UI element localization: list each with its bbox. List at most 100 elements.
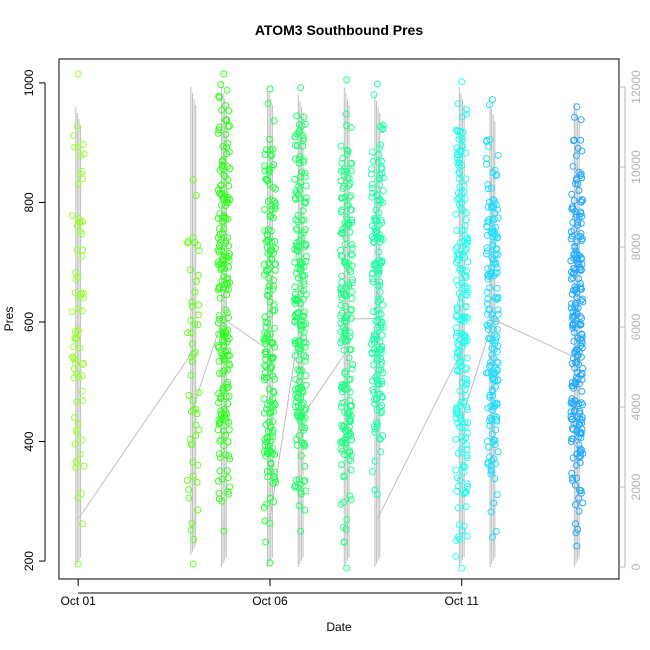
data-point: [80, 462, 88, 470]
data-point: [458, 433, 466, 441]
data-point: [265, 169, 273, 176]
data-point: [346, 346, 354, 353]
data-point: [463, 364, 470, 372]
data-point: [578, 260, 586, 268]
data-point: [216, 437, 224, 445]
data-point: [338, 206, 346, 214]
data-point: [262, 350, 270, 358]
data-point: [80, 359, 87, 367]
data-point: [490, 402, 498, 410]
data-point: [263, 374, 270, 382]
data-point: [461, 253, 469, 261]
data-point: [374, 318, 382, 325]
data-point: [340, 324, 347, 332]
data-point: [369, 308, 377, 315]
data-point: [76, 344, 84, 352]
data-point: [217, 407, 225, 415]
data-points: [68, 70, 587, 572]
data-point: [464, 483, 471, 491]
data-point: [348, 251, 356, 259]
data-point: [266, 146, 274, 154]
data-point: [267, 459, 275, 467]
data-point: [270, 498, 277, 506]
data-point: [345, 283, 353, 290]
data-point: [456, 402, 464, 409]
data-point: [337, 403, 345, 411]
data-point: [455, 175, 463, 183]
data-point: [218, 106, 226, 114]
data-point: [347, 417, 355, 425]
data-point: [218, 255, 226, 263]
data-point: [578, 295, 586, 303]
data-point: [342, 427, 350, 435]
data-point: [270, 276, 278, 284]
data-point: [343, 564, 351, 572]
data-point: [294, 394, 302, 402]
data-point: [291, 337, 299, 345]
data-point: [266, 559, 274, 567]
data-point: [76, 170, 84, 178]
data-point: [271, 205, 279, 213]
data-point: [216, 294, 224, 302]
data-point: [264, 450, 272, 458]
data-point: [375, 305, 383, 313]
data-point: [577, 296, 585, 304]
data-point: [347, 457, 354, 465]
data-point: [455, 290, 463, 298]
data-point: [378, 408, 386, 415]
data-point: [192, 192, 200, 200]
data-point: [292, 376, 300, 384]
data-point: [456, 316, 464, 324]
data-point: [80, 150, 88, 158]
data-point: [187, 266, 194, 274]
data-point: [485, 215, 493, 223]
data-point: [575, 168, 583, 176]
data-point: [456, 368, 464, 375]
data-point: [71, 335, 79, 342]
data-point: [214, 319, 222, 327]
data-point: [348, 288, 356, 295]
data-point: [214, 342, 222, 350]
data-point: [300, 338, 308, 346]
data-point: [487, 204, 495, 212]
data-point: [260, 260, 268, 268]
data-point: [463, 239, 471, 247]
data-point: [488, 264, 495, 271]
data-point: [302, 381, 310, 389]
data-point: [575, 441, 583, 449]
data-point: [464, 258, 472, 266]
data-point: [345, 182, 353, 190]
data-point: [492, 336, 500, 344]
data-point: [294, 274, 302, 282]
data-point: [225, 392, 233, 400]
data-point: [377, 141, 385, 149]
data-point: [488, 96, 496, 104]
data-point: [457, 416, 465, 424]
data-point: [301, 243, 309, 251]
data-point: [220, 70, 228, 78]
data-point: [225, 182, 233, 190]
data-point: [341, 408, 349, 416]
data-point: [485, 322, 493, 330]
data-point: [215, 225, 223, 233]
data-point: [572, 520, 579, 528]
data-point: [220, 527, 228, 535]
data-point: [224, 400, 232, 408]
data-point: [218, 475, 226, 483]
data-point: [338, 399, 346, 407]
data-point: [68, 308, 76, 316]
data-point: [567, 228, 575, 236]
data-point: [297, 261, 304, 269]
data-point: [493, 284, 501, 292]
data-point: [569, 203, 576, 211]
data-point: [220, 387, 228, 395]
data-point: [493, 491, 501, 499]
data-point: [568, 290, 576, 298]
data-point: [463, 110, 471, 118]
data-point: [74, 560, 82, 568]
data-point: [369, 278, 377, 286]
data-point: [222, 417, 230, 425]
data-point: [293, 315, 301, 323]
data-point: [572, 247, 580, 255]
data-point: [191, 288, 199, 296]
